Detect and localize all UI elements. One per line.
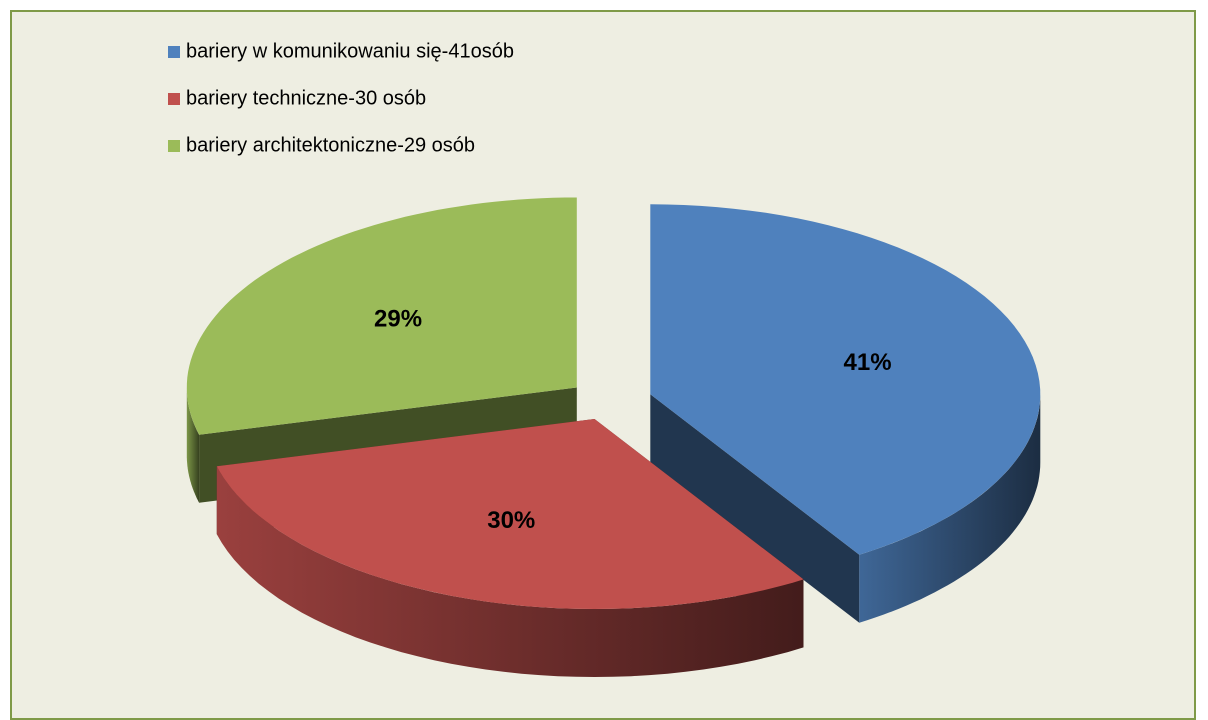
data-label: 41% (844, 349, 892, 376)
slice (650, 204, 1041, 555)
legend-swatch (168, 140, 180, 152)
legend-label: bariery w komunikowaniu się-41osób (186, 40, 514, 62)
legend-label: bariery techniczne-30 osób (186, 87, 426, 109)
legend-swatch (168, 46, 180, 58)
slice (186, 197, 577, 435)
legend-label: bariery architektoniczne-29 osób (186, 134, 475, 156)
slice: 41% (650, 204, 1041, 623)
slice (216, 419, 804, 609)
legend-swatch (168, 93, 180, 105)
slice-side (650, 394, 860, 623)
slice-wall (859, 394, 1041, 623)
slice-wall (216, 466, 804, 677)
data-label: 29% (374, 305, 422, 332)
slice: 30% (216, 419, 804, 677)
data-label: 30% (487, 507, 535, 534)
slice-wall (186, 387, 200, 503)
